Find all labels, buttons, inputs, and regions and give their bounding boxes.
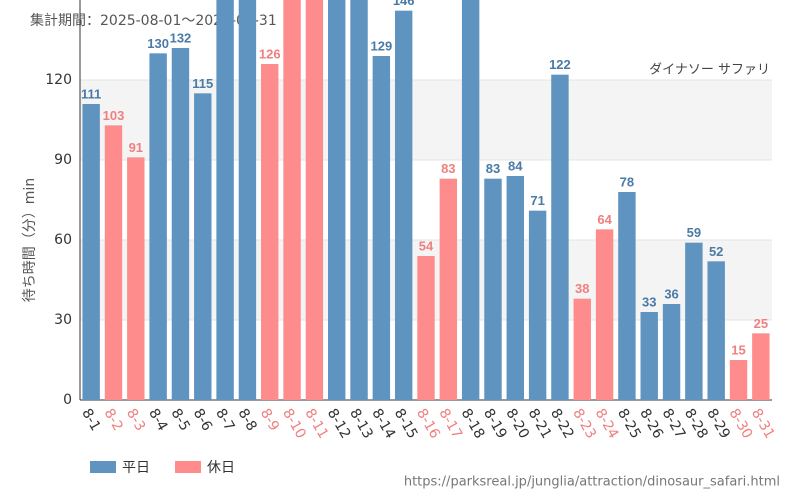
y-tick-label: 90 <box>54 152 72 168</box>
bar <box>662 304 681 400</box>
legend-swatch <box>175 461 201 473</box>
bar <box>194 93 212 400</box>
bar <box>640 312 658 400</box>
value-label: 78 <box>620 174 634 189</box>
y-tick-label: 0 <box>63 392 72 408</box>
x-tick-label: 8-3 <box>123 406 148 434</box>
bar <box>528 210 547 400</box>
value-label: 84 <box>508 158 523 173</box>
bar <box>506 176 524 400</box>
value-label: 83 <box>441 161 455 176</box>
subtitle: 集計期間：2025-08-01～2025-08-31 <box>30 12 277 29</box>
bar <box>350 0 368 400</box>
legend-label: 休日 <box>207 460 235 476</box>
y-tick-label: 30 <box>54 312 72 328</box>
bar <box>394 10 413 401</box>
legend-swatch <box>90 461 116 473</box>
bar <box>82 104 100 400</box>
value-label: 52 <box>709 244 723 259</box>
bar <box>149 53 167 400</box>
value-label: 126 <box>259 46 281 61</box>
value-label: 129 <box>371 38 393 53</box>
bar <box>752 333 770 400</box>
bar <box>171 48 190 400</box>
value-label: 33 <box>642 294 656 309</box>
bar <box>484 178 502 400</box>
x-tick-label: 8-9 <box>257 406 282 434</box>
legend-label: 平日 <box>122 460 150 476</box>
x-tick-label: 8-2 <box>101 406 126 434</box>
value-label: 54 <box>419 238 434 253</box>
y-tick-label: 60 <box>54 232 72 248</box>
x-tick-label: 8-4 <box>145 406 170 434</box>
x-tick-label: 8-1 <box>78 406 103 434</box>
y-axis-label: 待ち時間（分）min <box>22 178 38 302</box>
bar <box>618 192 636 400</box>
source: https://parksreal.jp/junglia/attraction/… <box>404 475 780 490</box>
value-label: 146 <box>393 0 415 8</box>
bar <box>216 0 234 400</box>
value-label: 25 <box>754 316 768 331</box>
bar <box>729 360 748 400</box>
bar <box>439 178 458 400</box>
value-label: 91 <box>129 140 143 155</box>
bar <box>127 157 145 400</box>
bar <box>417 256 435 400</box>
value-label: 122 <box>549 57 571 72</box>
value-label: 38 <box>575 281 589 296</box>
bar <box>305 0 324 400</box>
x-tick-label: 8-31 <box>748 406 778 442</box>
value-label: 36 <box>664 286 678 301</box>
value-label: 15 <box>731 342 745 357</box>
value-label: 103 <box>103 108 125 123</box>
bar <box>685 242 703 400</box>
value-label: 59 <box>687 225 701 240</box>
annotation: ダイナソー サファリ <box>649 63 770 78</box>
bar <box>372 56 391 400</box>
value-label: 83 <box>486 161 500 176</box>
bar <box>573 298 591 400</box>
x-tick-label: 8-8 <box>234 406 259 434</box>
value-label: 130 <box>147 36 169 51</box>
x-tick-label: 8-5 <box>168 406 193 434</box>
x-tick-label: 8-7 <box>212 406 237 434</box>
bar <box>104 125 123 400</box>
bar <box>261 64 279 400</box>
x-tick-label: 8-6 <box>190 406 215 434</box>
bar <box>551 74 569 401</box>
bar <box>283 0 301 400</box>
bar <box>328 0 346 400</box>
bar <box>238 0 257 400</box>
value-label: 64 <box>597 212 612 227</box>
value-label: 132 <box>170 30 192 45</box>
value-label: 115 <box>192 76 213 91</box>
bar <box>707 261 725 400</box>
value-label: 111 <box>81 86 101 101</box>
y-tick-label: 120 <box>45 72 72 88</box>
bar <box>461 0 480 400</box>
value-label: 71 <box>530 193 544 208</box>
bar <box>595 229 614 400</box>
